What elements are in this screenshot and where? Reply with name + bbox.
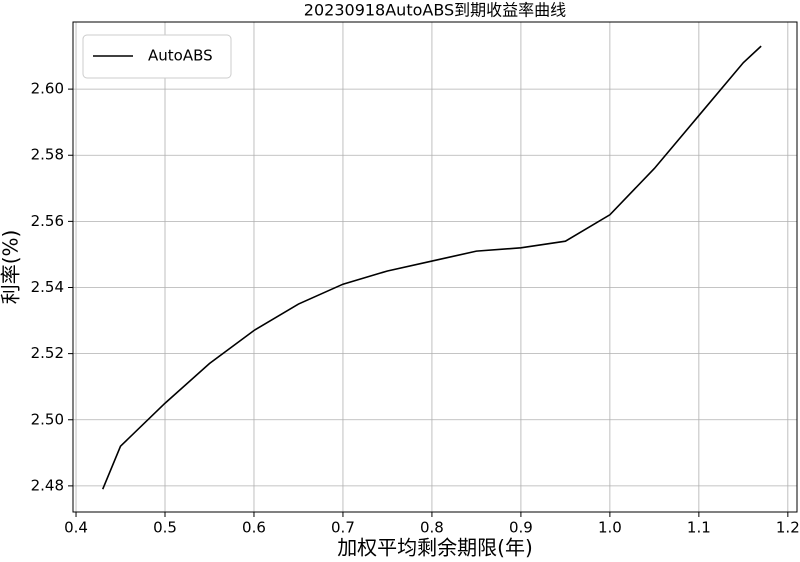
x-tick-label: 0.9	[509, 519, 533, 537]
plot-frame	[72, 21, 798, 513]
x-tick-label: 0.4	[64, 519, 88, 537]
y-tick-label: 2.60	[31, 80, 64, 98]
x-tick-label: 0.5	[153, 519, 177, 537]
y-tick-label: 2.52	[31, 344, 64, 362]
x-tick-label: 0.8	[420, 519, 444, 537]
y-tick-label: 2.58	[31, 146, 64, 164]
legend-box	[82, 34, 232, 79]
x-tick-label: 1.1	[687, 519, 711, 537]
legend-label: AutoABS	[148, 47, 213, 65]
x-tick-label: 1.0	[598, 519, 622, 537]
x-tick-label: 0.7	[331, 519, 355, 537]
x-tick-label: 0.6	[242, 519, 266, 537]
y-tick-label: 2.56	[31, 212, 64, 230]
y-axis-label: 利率(%)	[0, 230, 23, 305]
chart-title: 20230918AutoABS到期收益率曲线	[304, 1, 566, 20]
x-tick-label: 1.2	[776, 519, 800, 537]
y-tick-label: 2.48	[31, 476, 64, 494]
y-tick-label: 2.50	[31, 410, 64, 428]
y-tick-label: 2.54	[31, 278, 64, 296]
x-axis-label: 加权平均剩余期限(年)	[337, 536, 533, 560]
line	[101, 45, 762, 490]
